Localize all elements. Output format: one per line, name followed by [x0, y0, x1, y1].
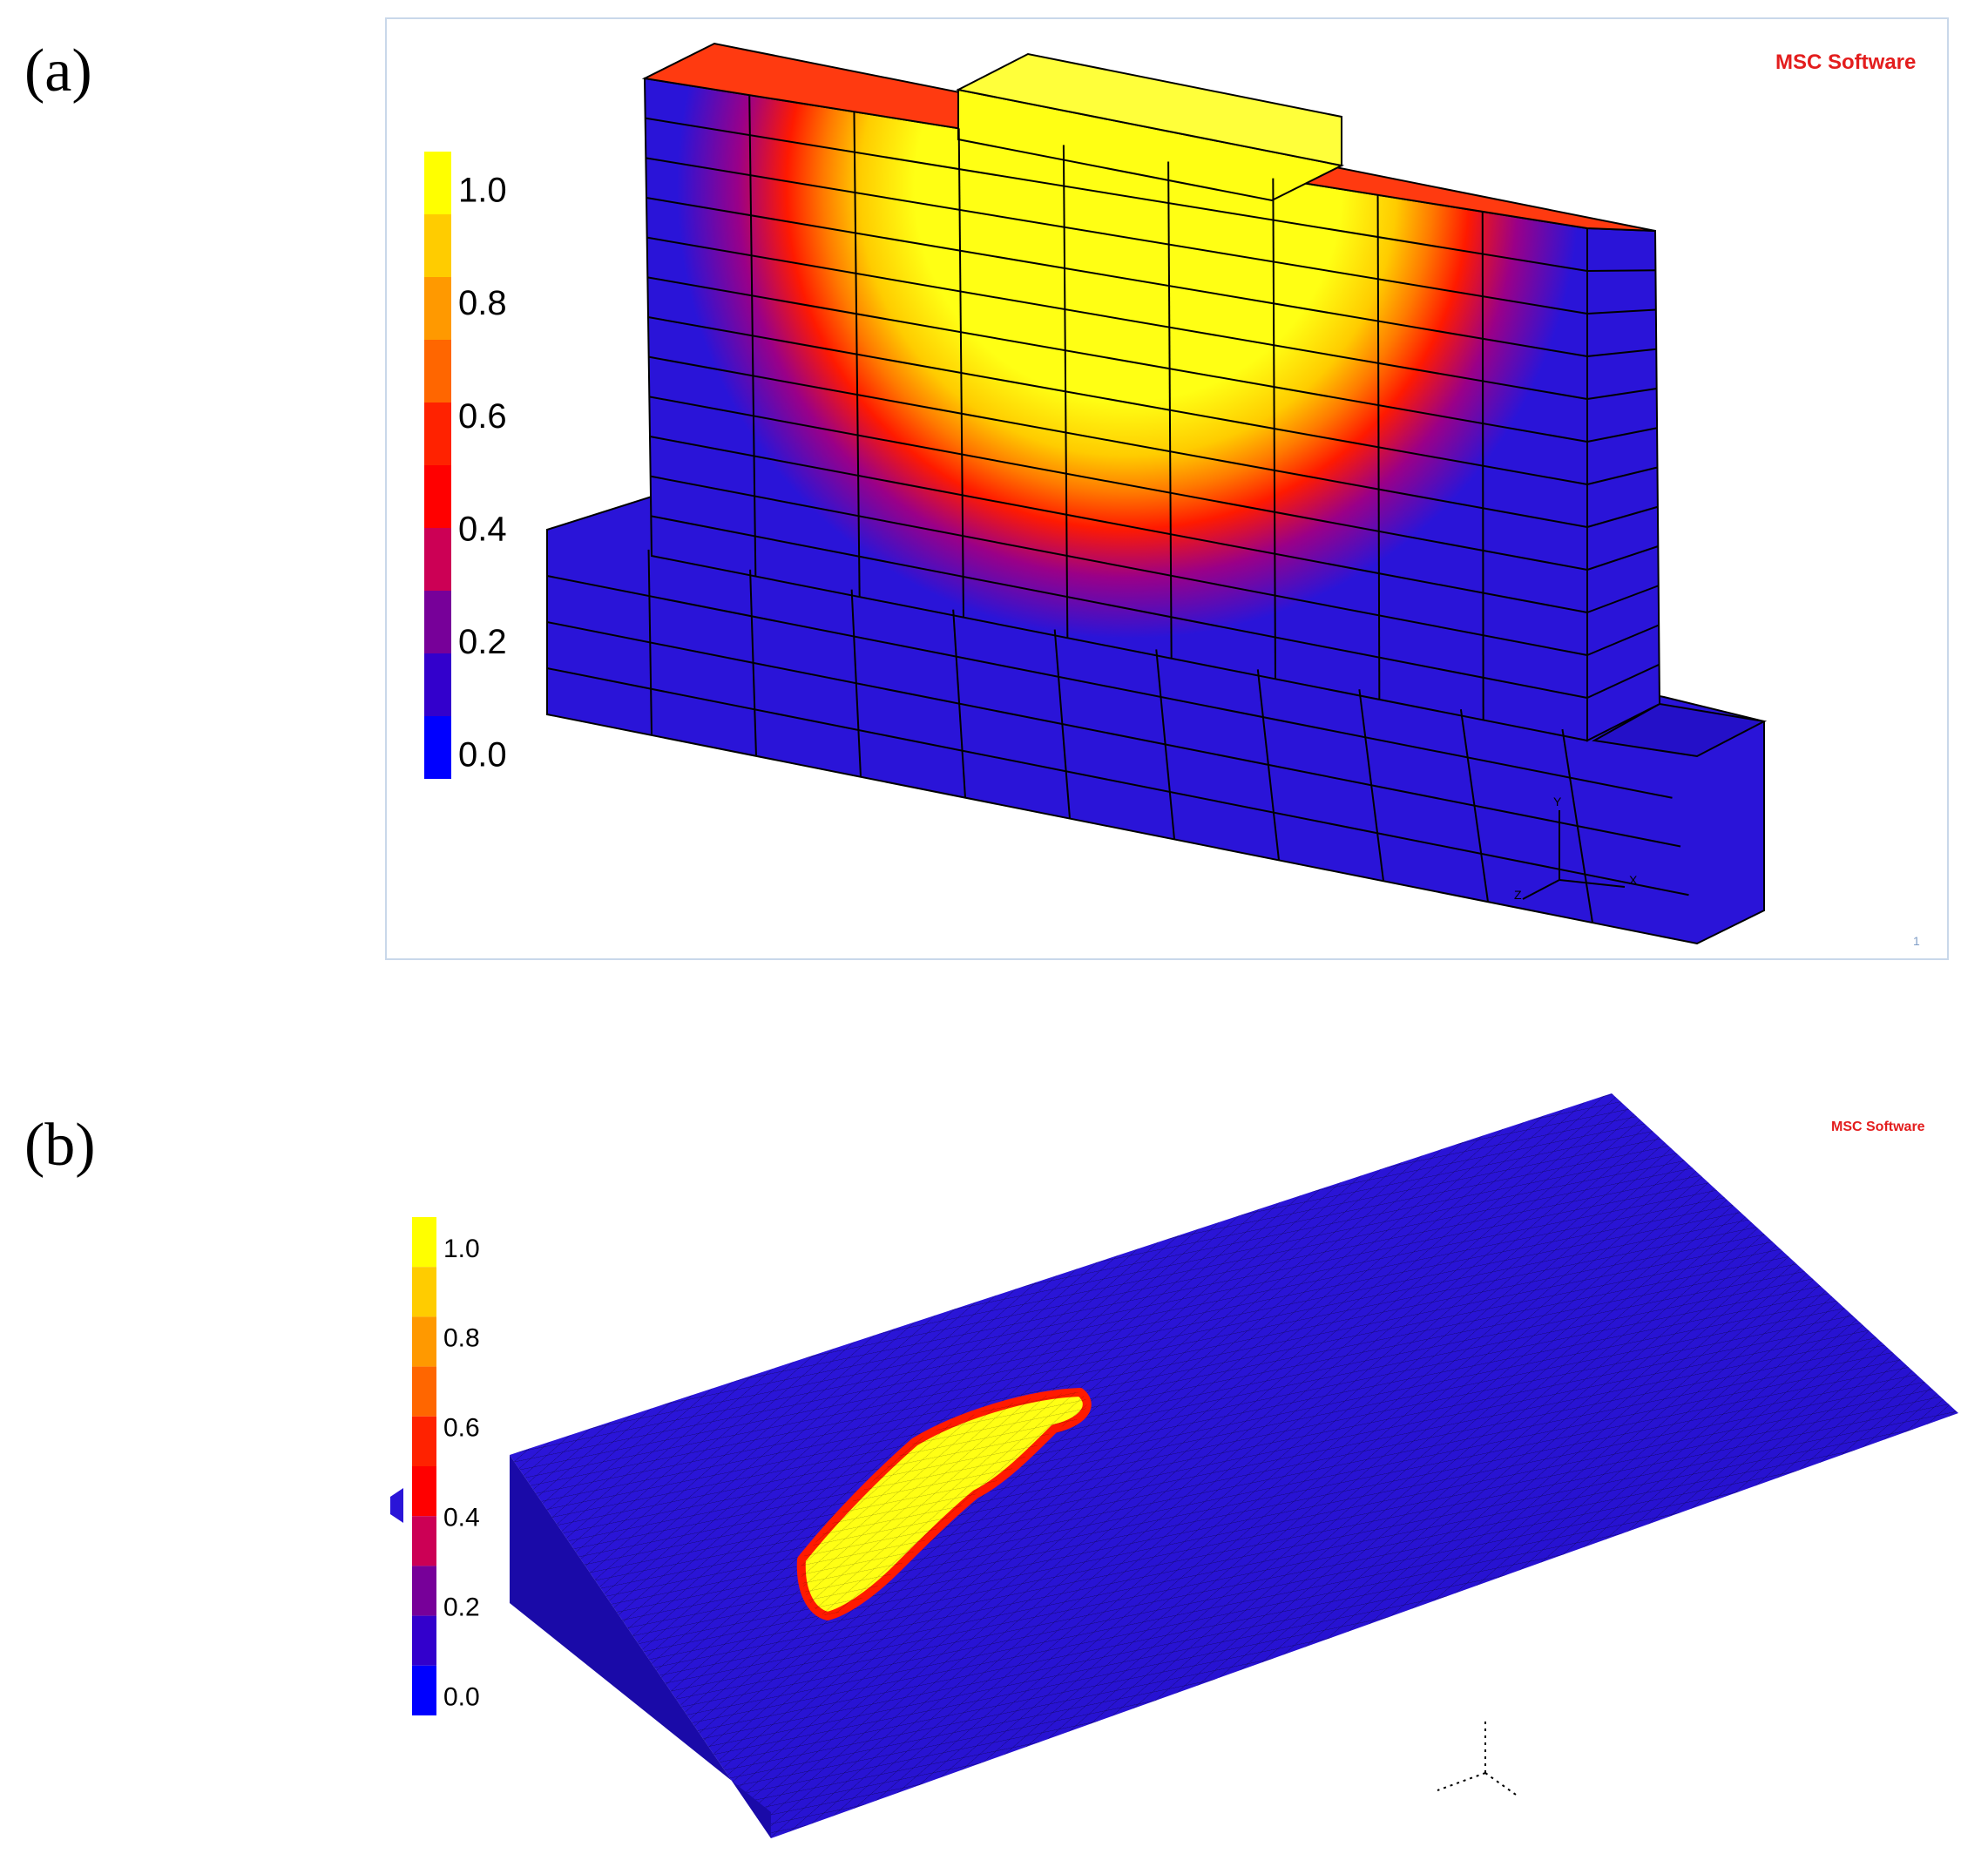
- colorbar-a-swatch-5: [424, 465, 451, 528]
- mesh-line: [1586, 505, 1659, 528]
- triad-y-label: Y: [1553, 795, 1562, 808]
- colorbar-b-tick-label: 0.4: [443, 1504, 480, 1532]
- msc-software-logo-b: MSC Software: [1831, 1120, 1925, 1134]
- plate-left-side: [510, 1455, 771, 1838]
- mesh-line: [1586, 308, 1656, 315]
- panel-b-label: (b): [24, 1112, 96, 1179]
- colorbar-b-swatch-1: [412, 1267, 436, 1317]
- colorbar-b-tick-label: 0.2: [443, 1593, 480, 1622]
- weld-bead-top: [955, 52, 1342, 167]
- mesh-line: [1586, 348, 1657, 357]
- panel-a-model: Y X Z: [546, 42, 1768, 945]
- colorbar-a: 1.0 0.8 0.6 0.4 0.2 0.0: [424, 152, 507, 779]
- colorbar-a-swatch-1: [424, 214, 451, 277]
- triad-z-label: Z: [1514, 888, 1522, 902]
- wall-right-face: [1586, 227, 1661, 742]
- colorbar-b-swatch-5: [412, 1466, 436, 1517]
- colorbar-b-swatch-0: [412, 1217, 436, 1268]
- mesh-line: [645, 117, 1588, 272]
- colorbar-a-swatch-6: [424, 528, 451, 591]
- colorbar-a-tick-label: 0.6: [458, 397, 507, 436]
- colorbar-b-swatch-6: [412, 1516, 436, 1566]
- mesh-grid-a: [546, 95, 1689, 923]
- colorbar-a-tick-label: 1.0: [458, 172, 507, 210]
- plate-left-wedge: [390, 1488, 403, 1523]
- mesh-line: [648, 355, 1588, 528]
- mesh-line: [649, 436, 1588, 613]
- colorbar-a-swatch-3: [424, 340, 451, 403]
- plate-top-mesh: [510, 1093, 1958, 1838]
- viewport-frame-a: [385, 17, 1949, 960]
- mesh-line: [1586, 466, 1658, 485]
- triad-x-label: X: [1629, 873, 1638, 887]
- mesh-line: [647, 276, 1588, 443]
- colorbar-a-swatch-0: [424, 152, 451, 214]
- panel-b-model: [390, 1093, 1958, 1838]
- colorbar-b: 1.0 0.8 0.6 0.4 0.2 0.0: [412, 1217, 480, 1715]
- coordinate-triad-a: [1522, 810, 1626, 900]
- colorbar-b-swatch-2: [412, 1316, 436, 1367]
- colorbar-a-tick-label: 0.0: [458, 736, 507, 775]
- colorbar-b-swatch-9: [412, 1665, 436, 1715]
- mesh-line: [649, 396, 1588, 571]
- base-slab-right-top: [1591, 702, 1768, 758]
- colorbar-b-swatch-7: [412, 1566, 436, 1616]
- mesh-line: [1586, 427, 1658, 443]
- colorbar-b-tick-label: 0.8: [443, 1324, 480, 1353]
- colorbar-b-swatch-4: [412, 1416, 436, 1466]
- colorbar-a-tick-label: 0.2: [458, 623, 507, 661]
- mesh-line: [1586, 545, 1659, 571]
- mesh-line: [546, 575, 1673, 799]
- colorbar-a-swatch-8: [424, 653, 451, 716]
- colorbar-b-swatch-3: [412, 1366, 436, 1417]
- colorbar-a-swatch-9: [424, 716, 451, 779]
- mesh-line: [1586, 269, 1656, 272]
- mesh-line: [1586, 585, 1660, 613]
- colorbar-a-swatch-2: [424, 277, 451, 340]
- mesh-line: [650, 475, 1588, 656]
- colorbar-b-tick-label: 1.0: [443, 1235, 480, 1263]
- mesh-line: [1586, 388, 1657, 400]
- weld-bead-b-mesh: [801, 1392, 1087, 1616]
- panel-a-label: (a): [24, 37, 92, 105]
- colorbar-a-swatch-7: [424, 591, 451, 653]
- colorbar-b-tick-label: 0.6: [443, 1414, 480, 1443]
- colorbar-b-tick-label: 0.0: [443, 1683, 480, 1712]
- mesh-line: [646, 197, 1588, 357]
- mesh-line: [646, 157, 1588, 315]
- mesh-line: [651, 515, 1588, 699]
- mesh-line: [546, 667, 1689, 896]
- viewport-page-number: 1: [1913, 934, 1920, 948]
- mesh-line: [1586, 663, 1660, 699]
- colorbar-a-tick-label: 0.8: [458, 284, 507, 322]
- colorbar-b-swatch-8: [412, 1615, 436, 1666]
- mesh-line: [647, 316, 1588, 485]
- msc-software-logo-a: MSC Software: [1775, 51, 1917, 74]
- mesh-line: [646, 236, 1588, 400]
- mesh-line: [1586, 624, 1660, 656]
- colorbar-a-tick-label: 0.4: [458, 510, 507, 548]
- mesh-line: [546, 621, 1681, 848]
- coordinate-triad-b: [1437, 1721, 1517, 1796]
- colorbar-a-swatch-4: [424, 403, 451, 465]
